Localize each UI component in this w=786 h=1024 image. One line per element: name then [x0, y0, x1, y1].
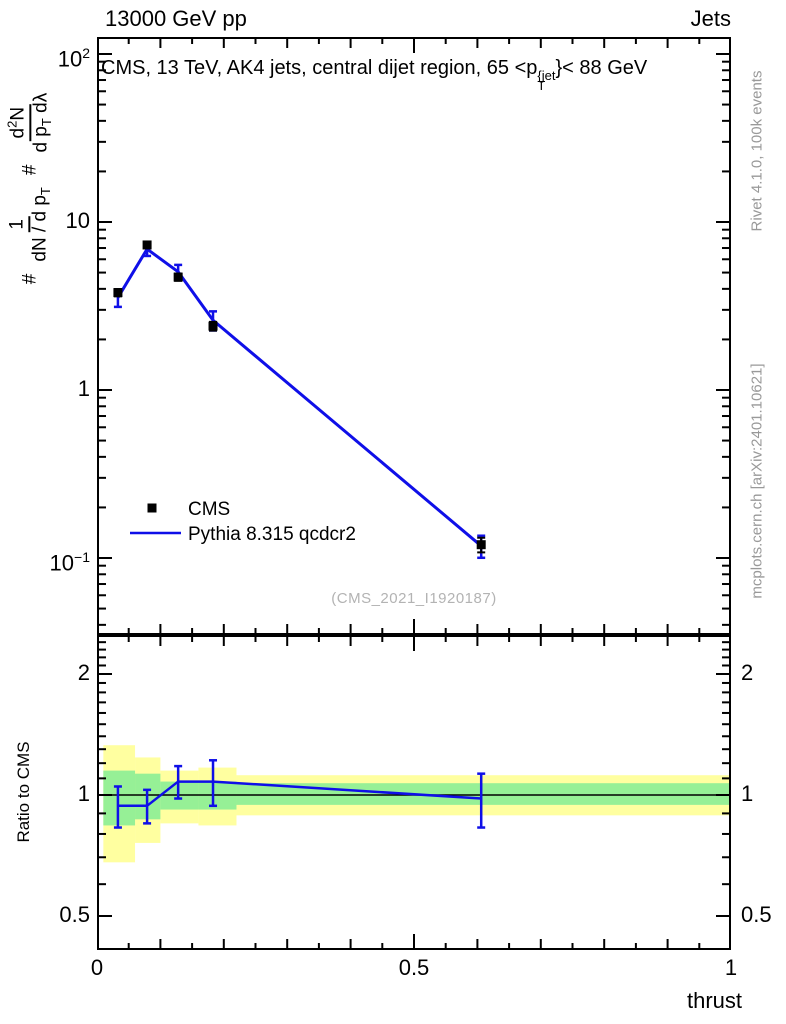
ratio-plot-panel: [97, 635, 731, 950]
hash-symbol: #: [19, 273, 40, 285]
ratio-frame: [97, 635, 731, 950]
main-y-tick-label: 10−1: [49, 549, 90, 576]
analysis-id-watermark: (CMS_2021_I1920187): [331, 590, 497, 607]
x-tick-label: 1: [724, 955, 738, 980]
main-y-axis-label: # 1 dN / d pT # d2N d pT dλ: [4, 90, 55, 285]
x-tick-label: 0: [90, 955, 104, 980]
main-plot-panel: CMS Pythia 8.315 qcdcr2: [97, 37, 731, 635]
analysis-annotation: CMS, 13 TeV, AK4 jets, central dijet reg…: [101, 57, 648, 94]
x-tick-label: 0.5: [398, 955, 430, 980]
ratio-y-tick-label-right: 1: [741, 781, 754, 806]
uncertainty-band-inner: [236, 783, 731, 805]
x-axis-title: thrust: [686, 988, 742, 1013]
ratio-y-tick-label-right: 0.5: [741, 902, 772, 927]
legend-label-cms: CMS: [188, 499, 230, 520]
mcplots-arxiv-note: mcplots.cern.ch [arXiv:2401.10621]: [748, 363, 766, 599]
uncertainty-band-inner: [103, 770, 136, 826]
ratio-y-tick-label-left: 1: [77, 781, 90, 806]
ratio-y-tick-label-right: 2: [741, 660, 754, 685]
data-marker: [208, 321, 218, 331]
beam-energy-title: 13000 GeV pp: [105, 6, 247, 31]
legend-marker-square: [147, 503, 157, 513]
main-frame: [97, 37, 731, 635]
hash-symbol: #: [19, 164, 40, 176]
data-marker: [142, 240, 152, 250]
model-line: [116, 246, 483, 548]
legend-label-model: Pythia 8.315 qcdcr2: [188, 524, 356, 545]
main-y-tick-label: 10: [65, 208, 90, 233]
ratio-y-tick-label-left: 2: [77, 660, 90, 685]
data-marker: [113, 288, 123, 298]
rivet-version-note: Rivet 4.1.0, 100k events: [748, 70, 766, 232]
pt-jet-supsub: {jet T: [537, 67, 556, 94]
data-marker: [476, 540, 486, 550]
analysis-category-title: Jets: [690, 6, 731, 31]
data-marker: [173, 272, 183, 282]
fraction-d2n: d2N d pT dλ: [4, 92, 55, 153]
main-y-tick-label: 1: [77, 376, 90, 401]
ratio-y-tick-label-left: 0.5: [59, 902, 90, 927]
main-y-tick-label: 102: [57, 45, 90, 72]
